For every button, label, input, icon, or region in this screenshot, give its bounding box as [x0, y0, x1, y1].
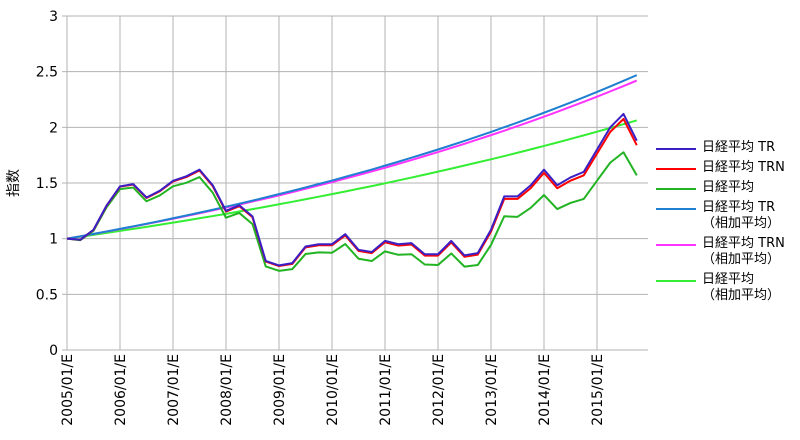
legend-entry: 日経平均 TRN [656, 160, 796, 176]
series-line [66, 119, 638, 240]
y-tick-label: 3 [49, 9, 58, 25]
x-tick-label: 2011/01/E [378, 354, 394, 426]
x-tick-label: 2012/01/E [431, 354, 447, 426]
legend-label: 日経平均 TRN [702, 160, 785, 175]
legend-swatch [656, 280, 696, 282]
x-tick-label: 2010/01/E [325, 354, 341, 426]
legend: 日経平均 TR 日経平均 TRN 日経平均日経平均 TR （相加平均） 日経平均 TR… [656, 140, 796, 308]
y-tick-label: 1.5 [36, 176, 58, 192]
legend-label: 日経平均 TR [702, 140, 776, 155]
y-tick-label: 0.5 [36, 287, 58, 303]
legend-label: 日経平均 TR （相加平均） [702, 200, 781, 231]
y-tick-label: 2.5 [36, 65, 58, 81]
legend-label: 日経平均 （相加平均） [702, 272, 781, 303]
series-line [66, 151, 638, 272]
legend-label: 日経平均 [702, 180, 755, 195]
x-tick-label: 2013/01/E [484, 354, 500, 426]
legend-swatch [656, 168, 696, 170]
y-tick-label: 1 [49, 232, 58, 248]
legend-entry: 日経平均 TR （相加平均） [656, 200, 796, 232]
legend-swatch [656, 244, 696, 246]
y-tick-label: 0 [49, 343, 58, 359]
series-line [66, 117, 638, 268]
legend-entry: 日経平均 TRN （相加平均） [656, 236, 796, 268]
series-line [66, 79, 638, 240]
x-tick-label: 2005/01/E [60, 354, 76, 426]
legend-swatch [656, 208, 696, 210]
x-tick-label: 2006/01/E [113, 354, 129, 426]
x-tick-label: 2014/01/E [537, 354, 553, 426]
y-axis-label: 指数 [6, 169, 22, 197]
legend-entry: 日経平均 [656, 180, 796, 196]
x-tick-label: 2007/01/E [166, 354, 182, 426]
series-line [66, 112, 638, 267]
legend-swatch [656, 188, 696, 190]
series-line [66, 74, 638, 240]
x-tick-label: 2009/01/E [272, 354, 288, 426]
legend-swatch [656, 148, 696, 150]
x-tick-label: 2015/01/E [590, 354, 606, 426]
legend-label: 日経平均 TRN （相加平均） [702, 236, 785, 267]
legend-entry: 日経平均 （相加平均） [656, 272, 796, 304]
x-tick-label: 2008/01/E [219, 354, 235, 426]
legend-entry: 日経平均 TR [656, 140, 796, 156]
y-tick-label: 2 [49, 120, 58, 136]
